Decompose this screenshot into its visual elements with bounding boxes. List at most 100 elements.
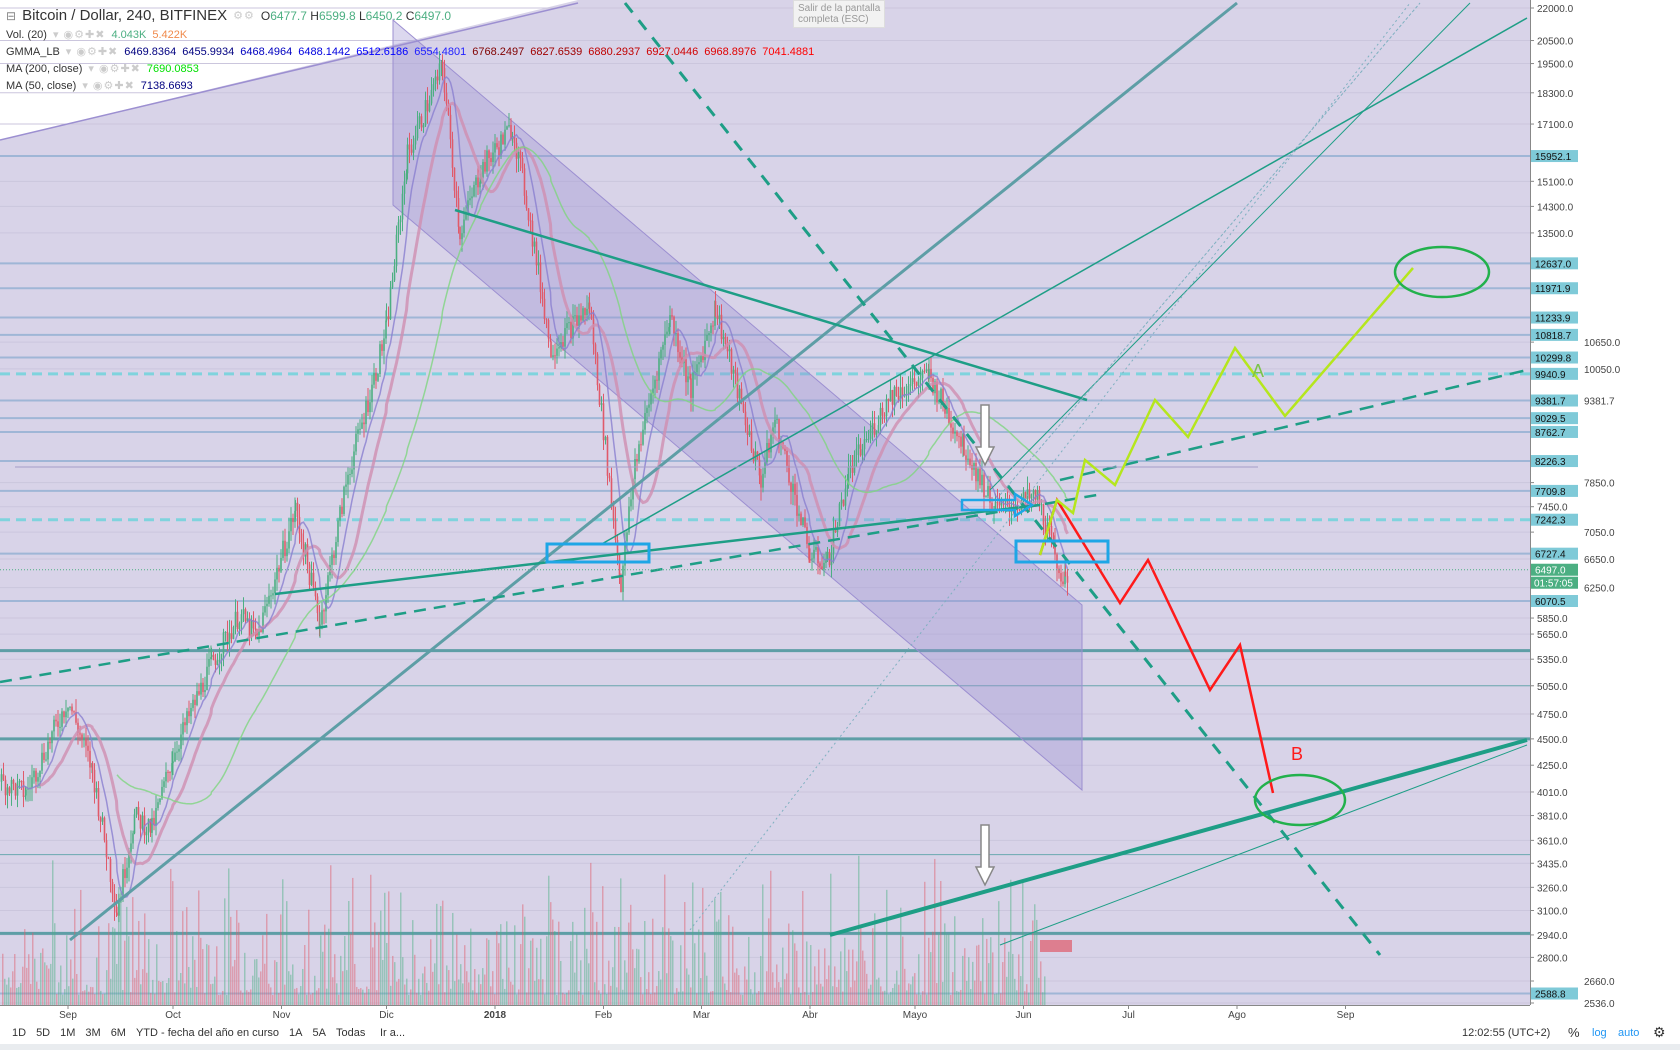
indicator-legend-ma200[interactable]: MA (200, close) ▾ ◉⚙✚✖ 7690.0853 xyxy=(6,62,199,76)
volume-bar xyxy=(1006,976,1008,1005)
candle-body xyxy=(1028,489,1031,499)
indicator-buttons[interactable]: ▾ ◉⚙✚✖ xyxy=(82,80,135,92)
candle-body xyxy=(459,226,461,240)
auto-toggle[interactable]: auto xyxy=(1618,1027,1640,1039)
range-button[interactable]: 3M xyxy=(85,1027,101,1039)
candle-body xyxy=(913,378,916,382)
candle-body xyxy=(917,380,920,386)
settings-gear-icon[interactable]: ⚙ xyxy=(1653,1024,1666,1040)
volume-bar xyxy=(432,971,434,1005)
volume-bar xyxy=(600,993,602,1005)
volume-bar xyxy=(420,994,422,1005)
volume-bar xyxy=(728,915,730,1005)
chart-plot[interactable]: A B 22000.0 20500.0 19500.0 18300.0 17100.0 151… xyxy=(0,0,1680,1024)
volume-bar xyxy=(296,987,298,1005)
candle-body xyxy=(1066,576,1069,583)
volume-bar xyxy=(708,993,710,1005)
legend-buttons[interactable]: ⚙⚙ xyxy=(233,10,255,22)
volume-bar xyxy=(392,955,394,1005)
candle-body xyxy=(288,531,290,549)
candle-body xyxy=(556,348,558,356)
price-tick-label: 14300.0 xyxy=(1537,202,1574,213)
volume-bar xyxy=(920,994,922,1005)
range-button[interactable]: 6M xyxy=(110,1027,126,1039)
candle-body xyxy=(198,691,200,695)
candle-body xyxy=(673,316,675,334)
candle-body xyxy=(379,344,381,375)
volume-bar xyxy=(76,973,78,1005)
volume-bar xyxy=(694,943,696,1005)
time-tick-label: Ago xyxy=(1228,1010,1246,1021)
volume-bar xyxy=(238,922,240,1005)
candle-body xyxy=(899,387,902,400)
volume-bar xyxy=(632,949,634,1005)
collapse-icon[interactable]: ⊟ xyxy=(6,9,17,23)
volume-bar xyxy=(974,980,976,1005)
range-button[interactable]: 1A xyxy=(289,1027,303,1039)
range-button[interactable]: 5D xyxy=(36,1027,51,1039)
price-tick-label: 4010.0 xyxy=(1537,788,1568,799)
candle-body xyxy=(985,496,987,498)
volume-bar xyxy=(302,968,304,1005)
indicator-legend-volume[interactable]: Vol. (20) ▾ ◉⚙✚✖ 4.043K 5.422K xyxy=(6,28,187,42)
candle-body xyxy=(240,614,243,624)
candle-body xyxy=(1042,504,1045,525)
indicator-name[interactable]: MA (50, close) xyxy=(6,80,77,92)
range-button[interactable]: 5A xyxy=(312,1027,326,1039)
candle-body xyxy=(677,333,679,353)
volume-bar xyxy=(376,990,378,1005)
symbol-title[interactable]: Bitcoin / Dollar, 240, BITFINEX xyxy=(22,7,228,24)
volume-bar xyxy=(816,984,818,1005)
percent-toggle[interactable]: % xyxy=(1568,1025,1580,1040)
candle-body xyxy=(8,787,11,794)
candle-body xyxy=(857,444,860,449)
volume-bar xyxy=(852,949,854,1005)
candle-body xyxy=(590,311,593,320)
candle-body xyxy=(274,579,276,594)
log-toggle[interactable]: log xyxy=(1592,1027,1607,1039)
indicator-value: 6455.9934 xyxy=(182,46,235,58)
range-button[interactable]: YTD - fecha del año en curso xyxy=(135,1027,280,1039)
volume-bar xyxy=(370,874,372,1005)
candle-body xyxy=(930,368,932,379)
volume-bar xyxy=(870,984,872,1005)
candle-body xyxy=(897,395,900,400)
goto-button[interactable]: Ir a... xyxy=(380,1027,406,1039)
indicator-buttons[interactable]: ▾ ◉⚙✚✖ xyxy=(65,46,119,58)
candle-body xyxy=(284,540,286,557)
price-level-badge xyxy=(1531,282,1578,295)
volume-bar xyxy=(1028,992,1030,1005)
volume-bar xyxy=(208,945,210,1005)
candle-body xyxy=(2,774,5,780)
volume-bar xyxy=(734,972,736,1005)
volume-bar xyxy=(588,963,590,1005)
candle-body xyxy=(477,177,479,188)
indicator-name[interactable]: GMMA_LB xyxy=(6,46,60,58)
volume-bar xyxy=(940,880,942,1005)
range-button[interactable]: 1M xyxy=(60,1027,76,1039)
candle-body xyxy=(586,308,588,316)
price-tick-label: 22000.0 xyxy=(1537,4,1574,15)
candle-body xyxy=(1038,489,1041,505)
candle-body xyxy=(656,379,658,381)
range-button[interactable]: Todas xyxy=(335,1027,366,1039)
candle-body xyxy=(176,751,178,753)
indicator-buttons[interactable]: ▾ ◉⚙✚✖ xyxy=(88,63,141,75)
volume-bar xyxy=(962,955,964,1005)
candle-body xyxy=(116,912,118,916)
price-tick-label: 13500.0 xyxy=(1537,229,1574,240)
volume-bar xyxy=(556,994,558,1005)
volume-bar xyxy=(640,977,642,1005)
candle-body xyxy=(488,150,490,159)
indicator-name[interactable]: MA (200, close) xyxy=(6,63,83,75)
volume-bar xyxy=(394,962,396,1005)
volume-bar xyxy=(744,966,746,1005)
range-button[interactable]: 1D xyxy=(12,1027,27,1039)
indicator-legend-ma50[interactable]: MA (50, close) ▾ ◉⚙✚✖ 7138.6693 xyxy=(6,79,193,93)
volume-bar xyxy=(334,954,336,1005)
indicator-legend-gmma[interactable]: GMMA_LB ▾ ◉⚙✚✖ 6469.8364 6455.9934 6468.4964… xyxy=(6,45,814,59)
indicator-name[interactable]: Vol. (20) xyxy=(6,29,47,41)
indicator-buttons[interactable]: ▾ ◉⚙✚✖ xyxy=(52,29,106,41)
candle-body xyxy=(533,241,536,247)
volume-bar xyxy=(346,970,348,1005)
